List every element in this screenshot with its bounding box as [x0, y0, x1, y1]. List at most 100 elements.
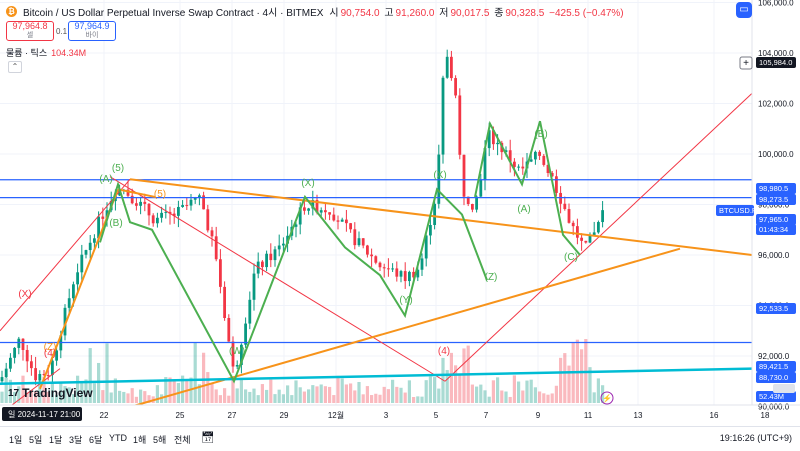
volume-bar [433, 377, 437, 403]
volume-bar [550, 393, 554, 403]
time-axis[interactable]: 22 25 27 29 12월 3 5 7 9 11 13 16 18 일 2024-11-17 21:0… [0, 404, 800, 426]
candle-body [584, 240, 588, 243]
volume-bar [521, 390, 525, 403]
range-all[interactable]: 전체 [174, 435, 191, 445]
candle-body [311, 200, 315, 209]
volume-bar [101, 390, 105, 403]
candle-body [135, 203, 138, 206]
candle-body [17, 338, 21, 348]
candle-body [479, 179, 483, 197]
collapse-legend-button[interactable]: ⌃ [8, 61, 22, 73]
volume-bar [336, 375, 340, 403]
sell-button[interactable]: 97,964.8 셀 [6, 21, 54, 41]
volume-bar [92, 383, 96, 403]
range-1m[interactable]: 1달 [49, 435, 63, 445]
candle-body [332, 214, 336, 221]
price-tag-label: 105,984.0 [759, 58, 792, 67]
candle-body [160, 212, 163, 218]
volume-bar [399, 387, 403, 403]
volume-bar [328, 386, 332, 403]
volume-bar [298, 387, 302, 403]
wave-label: (5) [112, 163, 124, 174]
volume-bar [231, 377, 235, 403]
candle-body [9, 357, 12, 369]
settings-tag [773, 384, 795, 393]
candle-body [563, 203, 567, 210]
candle-body [231, 341, 235, 367]
volume-bar [34, 391, 38, 403]
range-5y[interactable]: 5해 [153, 435, 167, 445]
volume-bar [197, 384, 201, 403]
time-tick-label: 27 [228, 411, 237, 420]
volume-bar [248, 391, 252, 403]
candle-body [193, 197, 197, 200]
wave-label: (Z) [44, 342, 57, 353]
price-tag-label: 52.43M [759, 392, 784, 401]
time-cursor-bg [2, 407, 82, 421]
volume-bar [218, 395, 222, 403]
volume-bar [281, 394, 285, 403]
volume-bar [59, 382, 63, 403]
calendar-icon[interactable]: 📅︎ [201, 432, 215, 444]
volume-bar [365, 386, 369, 403]
add-alert-icon [739, 56, 753, 70]
volume-bar [563, 353, 567, 403]
price-tick-label: 92,000.0 [758, 352, 790, 361]
bottom-toolbar: 1일 5일 1달 3달 6달 YTD 1해 5해 전체 📅︎ 19:16:26 … [0, 426, 800, 451]
candle-body [424, 235, 428, 259]
volume-bar [512, 375, 516, 403]
candle-body [198, 195, 201, 198]
cyan-trend-line [0, 367, 753, 386]
price-axis-bg [752, 0, 800, 426]
volume-bar [332, 395, 336, 403]
candle-body [504, 150, 508, 153]
volume-bar [580, 349, 584, 403]
candle-body [580, 237, 583, 241]
volume-bar [567, 365, 571, 403]
buy-button[interactable]: 97,964.9 바이 [68, 21, 116, 41]
volume-bar [487, 396, 491, 403]
candle-body [214, 236, 218, 260]
volume-bar [491, 380, 495, 403]
orange-trend-line [129, 178, 753, 256]
tradingview-logo: 17 TradingView [8, 386, 93, 400]
volume-bar [517, 381, 521, 403]
candle-body [185, 205, 189, 207]
price-tag-bg [716, 205, 754, 216]
candle-body [387, 268, 390, 270]
candle-body [130, 195, 134, 204]
symbol-header[interactable]: ₿ Bitcoin / US Dollar Perpetual Inverse … [6, 4, 626, 19]
volume-bar [508, 396, 512, 403]
lightning-icon [600, 391, 614, 405]
volume-bar [252, 388, 256, 403]
range-1y[interactable]: 1해 [133, 435, 147, 445]
candle-body [378, 262, 382, 268]
clock[interactable]: 19:16:26 (UTC+9) [719, 433, 792, 443]
time-tick-label: 16 [710, 411, 719, 420]
range-5d[interactable]: 5일 [29, 435, 43, 445]
symbol-title[interactable]: Bitcoin / US Dollar Perpetual Inverse Sw… [23, 8, 324, 19]
range-6m[interactable]: 6달 [89, 435, 103, 445]
volume-bar [437, 388, 441, 403]
volume-bar [475, 386, 479, 403]
volume-bar [38, 379, 42, 403]
candle-body [143, 201, 147, 204]
snapshot-button[interactable]: ▭ [736, 2, 752, 18]
volume-bar [244, 389, 248, 403]
range-ytd[interactable]: YTD [109, 433, 127, 443]
candle-body [521, 166, 525, 169]
candle-body [567, 209, 571, 223]
price-tag-label: 98,273.5 [759, 195, 788, 204]
volume-bar [353, 390, 357, 403]
candle-body [374, 256, 378, 263]
volume-bar [118, 390, 122, 403]
candle-body [126, 189, 130, 196]
time-tick-label: 12월 [328, 410, 344, 420]
volume-legend[interactable]: 물륨 · 틱스 104.34M [6, 48, 87, 58]
volume-bar [17, 386, 21, 403]
price-axis[interactable]: 108,000.0106,000.0104,000.0102,000.0100,… [716, 0, 800, 426]
range-1d[interactable]: 1일 [9, 435, 23, 445]
range-3m[interactable]: 3달 [69, 435, 83, 445]
candle-body [294, 224, 298, 227]
